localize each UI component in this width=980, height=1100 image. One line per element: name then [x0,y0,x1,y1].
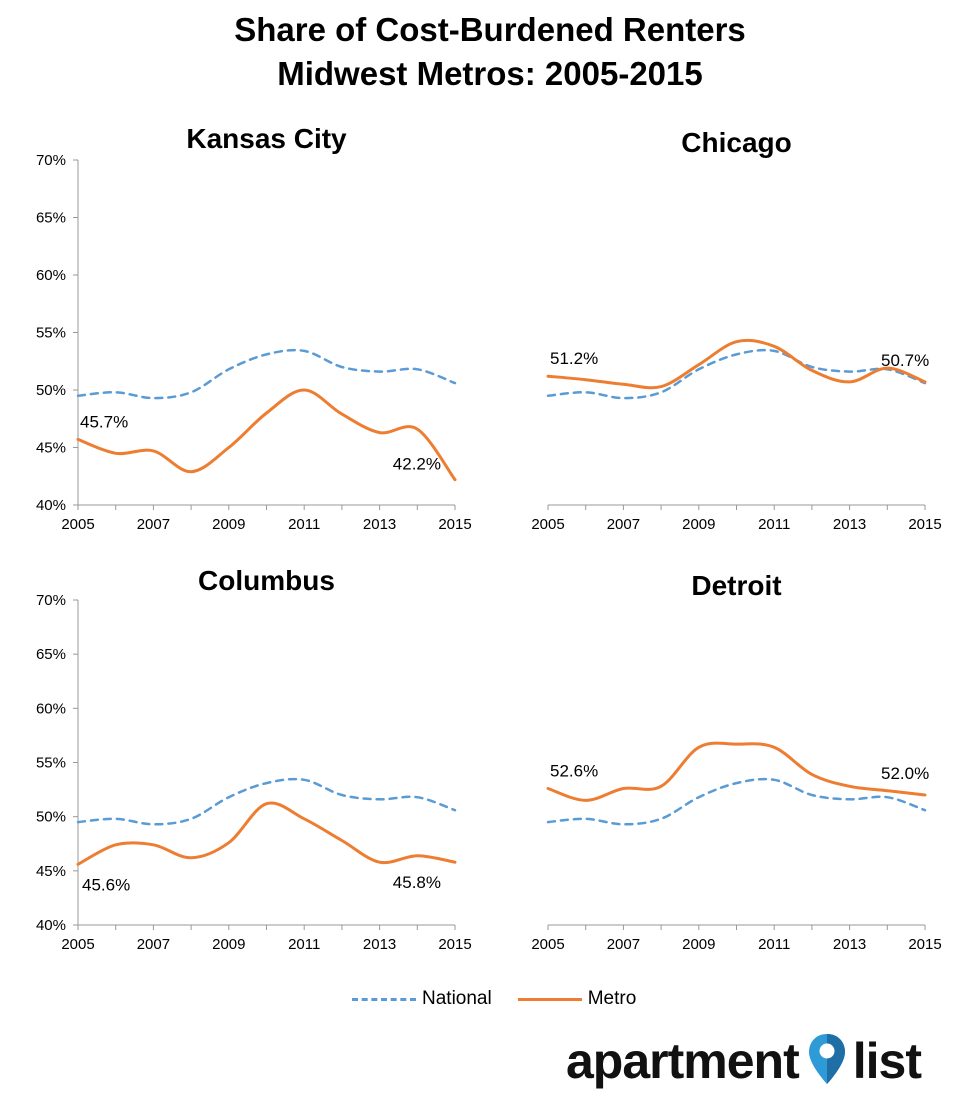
data-label: 42.2% [393,455,441,474]
legend-swatch-metro [517,997,582,1001]
x-tick-label: 2015 [438,936,471,953]
x-tick-label: 2011 [758,516,790,533]
chart-title-kansas-city: Kansas City [186,123,347,154]
y-tick-label: 50% [36,382,66,399]
data-label: 45.6% [82,875,130,894]
x-tick-label: 2007 [137,516,170,533]
x-tick-label: 2007 [607,936,640,953]
chart-title-detroit: Detroit [691,570,781,601]
x-tick-label: 2015 [438,516,471,533]
series-line-metro-kansas-city [76,388,457,482]
x-tick-label: 2015 [908,516,941,533]
data-label: 45.7% [80,412,128,431]
logo-word-apartment: apartment [566,1033,800,1089]
chart-kansas-city: Kansas City 40% 45% 50% 55% 60% 65% 70% 2005 2007… [36,123,472,533]
legend: National Metro [352,986,662,1012]
series-line-metro-columbus [76,801,457,866]
x-tick-label: 2011 [288,936,320,953]
chart-title-columbus: Columbus [198,565,335,596]
apartment-list-logo: apartment list [566,1030,922,1092]
legend-label-metro: Metro [587,988,637,1009]
x-tick-label: 2009 [682,936,715,953]
y-tick-label: 45% [36,863,66,880]
y-tick-label: 55% [36,325,66,342]
x-tick-label: 2005 [61,936,94,953]
y-tick-label: 45% [36,440,66,457]
legend-item-national: National [352,988,492,1010]
chart-columbus: Columbus 40% 45% 50% 55% 60% 65% 70% 2005 2007 200… [36,565,472,953]
data-label: 45.8% [393,873,441,892]
y-tick-label: 70% [36,152,66,169]
x-tick-label: 2005 [61,516,94,533]
series-line-national-columbus [76,777,457,826]
x-tick-label: 2011 [758,936,790,953]
x-tick-label: 2015 [908,936,941,953]
data-label: 52.0% [881,764,929,783]
logo-word-list: list [852,1033,922,1089]
y-tick-label: 40% [36,497,66,514]
y-tick-label: 40% [36,917,66,934]
x-tick-label: 2005 [531,516,564,533]
data-label: 51.2% [550,349,598,368]
location-pin-icon [807,1032,847,1091]
series-line-metro-chicago [546,338,927,390]
x-tick-label: 2011 [288,516,320,533]
series-line-national-kansas-city [76,348,457,400]
chart-title-chicago: Chicago [681,127,791,158]
x-tick-label: 2009 [682,516,715,533]
main-title: Share of Cost-Burdened Renters Midwest M… [0,8,980,96]
y-tick-label: 55% [36,755,66,772]
x-tick-label: 2005 [531,936,564,953]
y-tick-label: 50% [36,809,66,826]
x-tick-label: 2013 [833,936,866,953]
title-line-2: Midwest Metros: 2005-2015 [277,55,703,92]
x-tick-label: 2013 [833,516,866,533]
legend-swatch-national [352,997,416,1001]
x-tick-label: 2013 [363,936,396,953]
chart-chicago: Chicago 2005 2007 2009 2011 2013 2015 51.2% 50.7… [531,127,941,533]
series-line-national-detroit [546,777,927,826]
y-tick-label: 60% [36,700,66,717]
data-label: 50.7% [881,351,929,370]
legend-label-national: National [422,988,492,1009]
x-tick-label: 2007 [137,936,170,953]
y-tick-label: 70% [36,592,66,609]
chart-detroit: Detroit 2005 2007 2009 2011 2013 2015 52.6% 52.0… [531,570,941,953]
x-tick-label: 2009 [212,936,245,953]
legend-item-metro: Metro [517,988,637,1010]
x-tick-label: 2007 [607,516,640,533]
x-tick-label: 2009 [212,516,245,533]
x-tick-label: 2013 [363,516,396,533]
series-line-metro-detroit [546,741,927,802]
series-line-national-chicago [546,348,927,400]
title-line-1: Share of Cost-Burdened Renters [234,11,746,48]
data-label: 52.6% [550,762,598,781]
y-tick-label: 65% [36,210,66,227]
y-tick-label: 60% [36,267,66,284]
y-tick-label: 65% [36,646,66,663]
